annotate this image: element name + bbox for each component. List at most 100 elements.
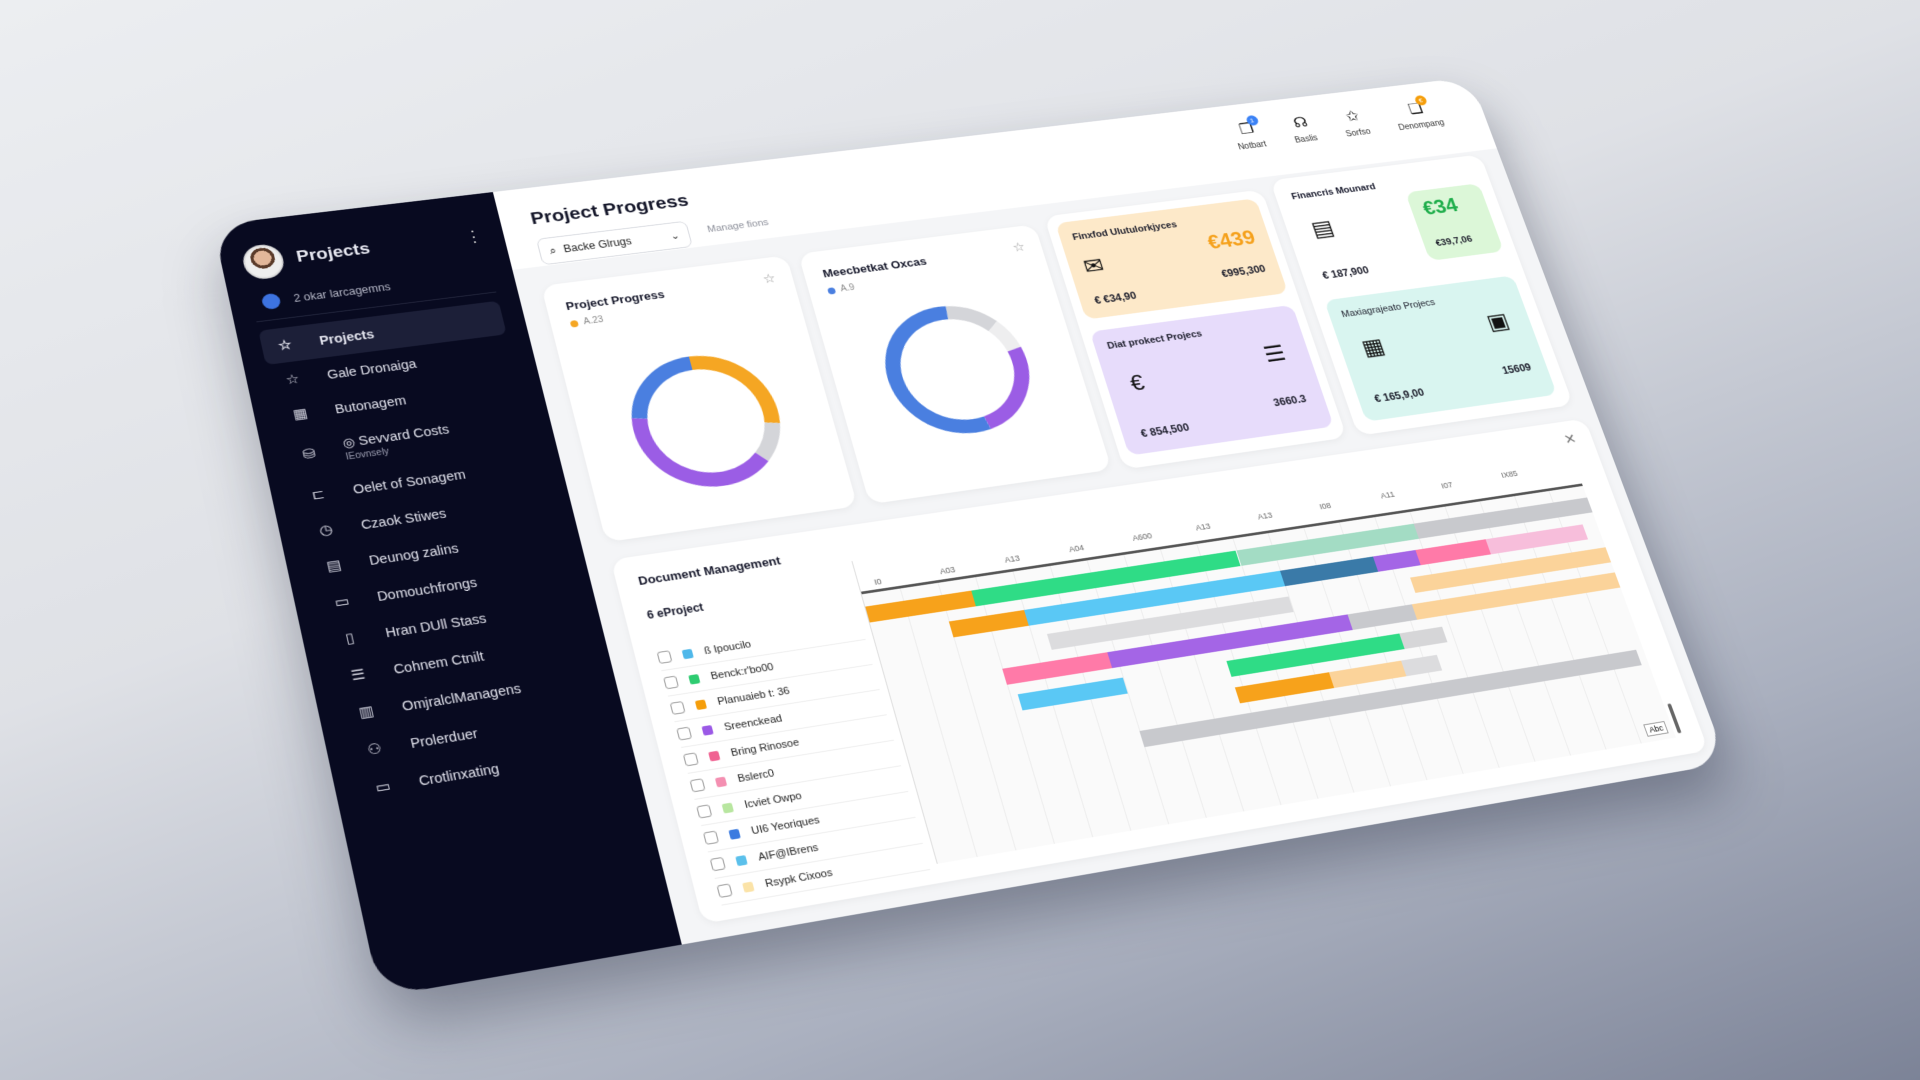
- donut-segment[interactable]: [967, 349, 1036, 423]
- task-color-swatch: [701, 725, 713, 736]
- task-checkbox[interactable]: [690, 778, 706, 792]
- tile-big-value: €439: [1205, 227, 1259, 255]
- tile-value: € €34,90: [1093, 290, 1138, 307]
- task-label: ß Ipoucilo: [703, 639, 752, 657]
- gantt-bar[interactable]: [1348, 604, 1418, 630]
- sidebar-item-label: Czaok Stiwes: [360, 506, 448, 532]
- donut-segment[interactable]: [691, 355, 774, 432]
- task-label: Sreenckead: [723, 713, 784, 733]
- managed-projects-tile[interactable]: Maxiagrajeato Projecs ▦ ▣ € 165,9,00 156…: [1324, 275, 1557, 421]
- gantt-bar[interactable]: [865, 591, 976, 623]
- gantt-timeline[interactable]: I0 A03 A13 A04 A600 A13 A13 I08 A11 I07 IX85: [851, 455, 1675, 864]
- legend-label: A.23: [583, 315, 605, 327]
- task-checkbox[interactable]: [703, 831, 719, 845]
- tile-value: 3660.3: [1272, 393, 1308, 409]
- timeline-label: A04: [1068, 543, 1085, 554]
- donut-segment[interactable]: [879, 312, 988, 435]
- gantt-bar[interactable]: [949, 610, 1029, 637]
- task-checkbox[interactable]: [683, 752, 699, 766]
- task-checkbox[interactable]: [710, 857, 726, 871]
- task-checkbox[interactable]: [696, 804, 712, 818]
- tile-title: Maxiagrajeato Projecs: [1340, 288, 1509, 320]
- gantt-bar[interactable]: [1401, 655, 1442, 676]
- gantt-bar[interactable]: [1486, 524, 1588, 554]
- denompang-icon: ❏ €: [1406, 100, 1425, 117]
- team-icon: ⚇: [363, 739, 385, 759]
- donut-chart: [853, 285, 1062, 456]
- gantt-bar[interactable]: [1018, 678, 1128, 711]
- mail-coin-icon: ✉: [1080, 253, 1107, 280]
- task-checkbox[interactable]: [670, 701, 686, 715]
- sorfso-icon: ✩: [1343, 108, 1361, 125]
- tile-value: € 854,500: [1139, 421, 1191, 439]
- legend-label: A.9: [839, 283, 855, 294]
- donut-segment[interactable]: [627, 363, 703, 418]
- project-tile[interactable]: Diat prokect Projecs € ☰ € 854,500 3660.…: [1090, 305, 1334, 456]
- timeline-label: A13: [1003, 554, 1020, 565]
- gantt-bar[interactable]: [1373, 550, 1421, 572]
- gantt-bar[interactable]: [1280, 556, 1378, 586]
- task-label: Planuaieb t: 36: [716, 685, 791, 707]
- documents-icon: ▤: [1308, 215, 1337, 242]
- gantt-bar[interactable]: [1400, 627, 1448, 649]
- task-checkbox[interactable]: [663, 676, 679, 690]
- database-icon: ⛁: [298, 445, 320, 463]
- task-color-swatch: [722, 802, 734, 813]
- id-card-icon: ▣: [1483, 308, 1513, 335]
- task-checkbox[interactable]: [676, 727, 692, 741]
- timeline-label: A11: [1379, 490, 1395, 500]
- task-color-swatch: [695, 699, 707, 710]
- timeline-label: A600: [1131, 531, 1153, 542]
- sidebar-item-label: Hran DUll Stass: [384, 611, 488, 640]
- task-color-swatch: [708, 750, 720, 761]
- green-tile[interactable]: €34 €39,7,06: [1405, 183, 1504, 261]
- favorite-star-icon[interactable]: ☆: [761, 270, 778, 286]
- sidebar-item-label: Projects: [318, 327, 375, 347]
- sidebar-item-label: Oelet of Sonagem: [352, 467, 467, 496]
- task-color-swatch: [715, 776, 727, 787]
- timeline-label: A13: [1194, 521, 1211, 532]
- window-icon: ▭: [372, 777, 394, 797]
- board-icon: ▦: [289, 405, 310, 423]
- finished-tile[interactable]: Finxfod Ulutulorkjyces ✉ €439 € €34,90 €…: [1055, 198, 1288, 319]
- calendar-icon: ▤: [323, 556, 345, 575]
- task-checkbox[interactable]: [717, 883, 733, 898]
- more-options-icon[interactable]: ⋮: [463, 227, 484, 246]
- task-label: UI6 Yeoriques: [750, 814, 821, 836]
- user-badge-icon: [261, 293, 282, 310]
- avatar[interactable]: [240, 243, 287, 281]
- tablet-icon: ▯: [339, 628, 361, 647]
- sidebar-item-label: Deunog zalins: [368, 541, 460, 568]
- document-icon: ▥: [355, 702, 377, 722]
- document-list-icon: ☰: [1260, 340, 1289, 368]
- chevron-down-icon: ⌄: [669, 230, 680, 242]
- gantt-bar[interactable]: [1416, 539, 1491, 565]
- gantt-bar[interactable]: [1002, 652, 1112, 685]
- tile-value: €995,300: [1220, 263, 1267, 280]
- donut-segment[interactable]: [993, 324, 1014, 351]
- clock-icon: ◷: [315, 521, 337, 540]
- task-label: AIF@IBrens: [757, 842, 820, 863]
- donut-segment[interactable]: [753, 423, 781, 457]
- euro-icon: €: [1127, 369, 1148, 396]
- tile-value: € 165,9,00: [1373, 386, 1426, 404]
- tile-value: € 187,900: [1321, 264, 1371, 281]
- header-action[interactable]: ❏ € Denompang: [1390, 98, 1446, 132]
- header-action[interactable]: ✩ Sorfso: [1338, 107, 1373, 139]
- task-color-swatch: [735, 855, 747, 866]
- folder-sync-icon: ⊏: [307, 485, 329, 503]
- folder-icon: ▭: [331, 592, 353, 611]
- donut-segment[interactable]: [638, 404, 766, 488]
- donut-chart: [600, 334, 812, 510]
- task-color-swatch: [742, 881, 755, 892]
- timeline-label: A13: [1256, 511, 1273, 522]
- timeline-label: IX85: [1500, 469, 1519, 480]
- task-checkbox[interactable]: [657, 650, 673, 664]
- header-action[interactable]: ☊ Baslis: [1286, 113, 1319, 145]
- sidebar-item-label: Prolerduer: [409, 726, 479, 751]
- timeline-label: I0: [873, 577, 883, 587]
- donut-segment[interactable]: [947, 308, 993, 332]
- task-color-swatch: [728, 828, 740, 839]
- notbart-icon: ❐ 1: [1237, 120, 1256, 138]
- label-group: ◎ Sevvard Costs IEovnsely: [341, 422, 453, 462]
